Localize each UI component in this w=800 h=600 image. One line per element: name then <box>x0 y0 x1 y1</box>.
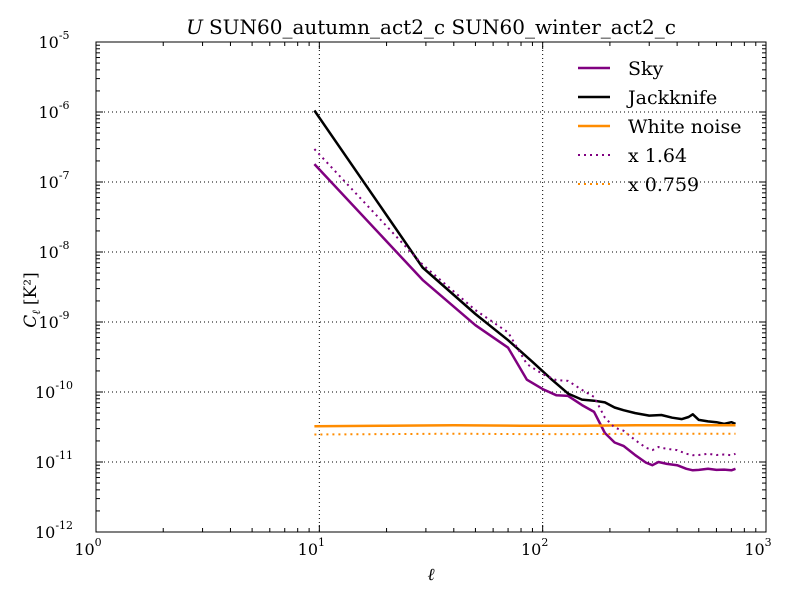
grid <box>96 42 766 532</box>
x-tick-label: 102 <box>521 536 548 559</box>
y-tick-label-exponent: -9 <box>59 309 70 322</box>
y-axis-label-main: C <box>21 315 41 328</box>
x-tick-label-base: 10 <box>521 540 541 559</box>
y-tick-label: 10-5 <box>38 29 69 52</box>
y-axis-label-sub: ℓ <box>30 310 43 315</box>
x-tick-label: 103 <box>744 536 771 559</box>
y-tick-label: 10-10 <box>35 379 73 402</box>
legend-label-jackknife: Jackknife <box>626 87 717 109</box>
axis-ticks: 100 101 102 10310-1210-1110-1010-910-810-71… <box>35 29 772 559</box>
chart-title-italic: U <box>186 15 204 39</box>
y-tick-label-base: 10 <box>38 33 58 52</box>
series-line-sky <box>313 163 736 472</box>
y-tick-label-base: 10 <box>35 523 55 542</box>
y-tick-label-exponent: -10 <box>55 379 73 392</box>
x-tick-label: 101 <box>298 536 325 559</box>
y-tick-label-exponent: -5 <box>59 29 70 42</box>
y-tick-label-base: 10 <box>38 243 58 262</box>
y-axis-label: Cℓ [K²] <box>21 272 43 327</box>
x-tick-label-exponent: 1 <box>318 536 325 549</box>
x-tick-label-base: 10 <box>74 540 94 559</box>
y-tick-label: 10-6 <box>38 99 69 122</box>
y-tick-label-exponent: -11 <box>55 449 73 462</box>
y-tick-label: 10-9 <box>38 309 69 332</box>
y-tick-label-base: 10 <box>38 173 58 192</box>
y-tick-label-base: 10 <box>38 313 58 332</box>
y-tick-label: 10-12 <box>35 519 73 542</box>
series-line-x-1-64 <box>313 148 736 457</box>
x-tick-label-exponent: 3 <box>765 536 772 549</box>
x-tick-label-exponent: 2 <box>541 536 548 549</box>
chart-title-text: SUN60_autumn_act2_c SUN60_winter_act2_c <box>209 15 676 39</box>
series-line-jackknife <box>313 109 736 426</box>
series-layer <box>313 109 736 472</box>
series-line-white-noise <box>314 423 736 428</box>
legend: Sky Jackknife White noise x 1.64 x 0.759 <box>578 58 742 196</box>
y-tick-label-exponent: -8 <box>59 239 70 252</box>
chart-title: U SUN60_autumn_act2_c SUN60_winter_act2_c <box>186 15 676 39</box>
plot-frame <box>95 41 767 533</box>
y-tick-label-exponent: -12 <box>55 519 73 532</box>
legend-label-sky: Sky <box>628 58 664 80</box>
y-tick-label-base: 10 <box>35 383 55 402</box>
x-tick-label-base: 10 <box>744 540 764 559</box>
y-axis-label-unit: [K²] <box>21 272 41 305</box>
y-tick-label-exponent: -6 <box>59 99 70 112</box>
y-tick-label-base: 10 <box>35 453 55 472</box>
x-tick-label: 100 <box>74 536 101 559</box>
x-axis-label: ℓ <box>427 565 434 585</box>
x-tick-label-base: 10 <box>298 540 318 559</box>
legend-label-x-1-64: x 1.64 <box>628 145 687 167</box>
legend-label-x-0-759: x 0.759 <box>628 174 699 196</box>
y-tick-label: 10-8 <box>38 239 69 262</box>
legend-label-white-noise: White noise <box>628 116 742 138</box>
y-tick-label: 10-11 <box>35 449 73 472</box>
y-tick-label-base: 10 <box>38 103 58 122</box>
y-tick-label-exponent: -7 <box>59 169 70 182</box>
y-tick-label: 10-7 <box>38 169 69 192</box>
x-tick-label-exponent: 0 <box>95 536 102 549</box>
